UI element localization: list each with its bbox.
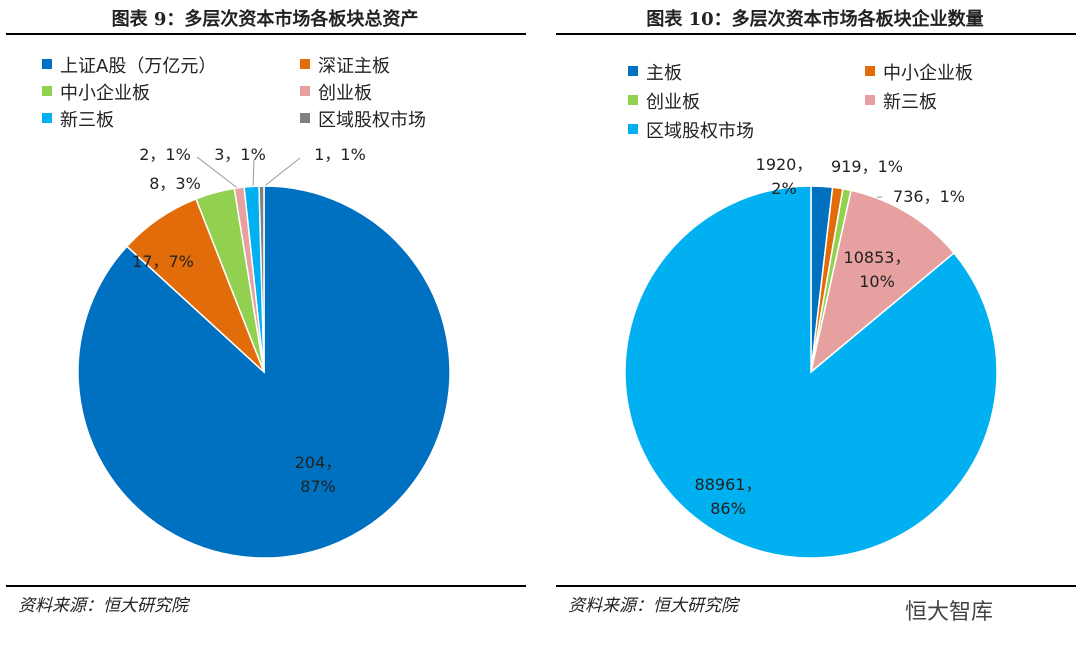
data-label: 3，1% bbox=[214, 145, 266, 164]
data-label: 88961， 86% bbox=[694, 475, 762, 518]
data-label: 1920， 2% bbox=[755, 155, 813, 198]
legend-label: 新三板 bbox=[883, 92, 937, 113]
source-note: 资料来源：恒大研究院 bbox=[568, 596, 738, 616]
chart-title: 图表 9：多层次资本市场各板块总资产 bbox=[111, 9, 419, 30]
pie-slice bbox=[624, 185, 998, 559]
legend-label: 中小企业板 bbox=[883, 63, 973, 84]
legend-label: 中小企业板 bbox=[60, 83, 150, 104]
legend-label: 新三板 bbox=[60, 110, 114, 131]
legend-swatch bbox=[300, 113, 310, 123]
source-note: 资料来源：恒大研究院 bbox=[18, 596, 188, 616]
legend-swatch bbox=[865, 95, 875, 105]
legend-swatch bbox=[865, 66, 875, 76]
data-label: 17，7% bbox=[132, 252, 194, 271]
chart-title: 图表 10：多层次资本市场各板块企业数量 bbox=[646, 9, 984, 30]
legend-label: 深证主板 bbox=[318, 56, 390, 77]
legend-label: 主板 bbox=[646, 63, 682, 84]
pie-slice bbox=[258, 185, 265, 373]
data-label: 736，1% bbox=[893, 187, 965, 206]
legend-label: 创业板 bbox=[318, 83, 372, 104]
legend-label: 区域股权市场 bbox=[318, 110, 426, 131]
data-label: 10853， 10% bbox=[843, 248, 911, 291]
legend-swatch bbox=[42, 59, 52, 69]
legend-label: 区域股权市场 bbox=[646, 121, 754, 142]
legend-label: 上证A股（万亿元） bbox=[60, 56, 217, 77]
legend-swatch bbox=[628, 95, 638, 105]
data-label: 2，1% bbox=[139, 145, 191, 164]
legend-swatch bbox=[42, 113, 52, 123]
legend-swatch bbox=[300, 59, 310, 69]
pie-slice bbox=[809, 189, 956, 374]
data-label: 8，3% bbox=[149, 174, 201, 193]
data-label: 919，1% bbox=[831, 157, 903, 176]
data-label: 204， 87% bbox=[294, 453, 342, 496]
data-label: 1，1% bbox=[314, 145, 366, 164]
legend-swatch bbox=[628, 124, 638, 134]
legend-swatch bbox=[628, 66, 638, 76]
legend-swatch bbox=[300, 86, 310, 96]
legend-swatch bbox=[42, 86, 52, 96]
watermark: 恒大智库 bbox=[905, 600, 994, 625]
legend-label: 创业板 bbox=[646, 92, 700, 113]
